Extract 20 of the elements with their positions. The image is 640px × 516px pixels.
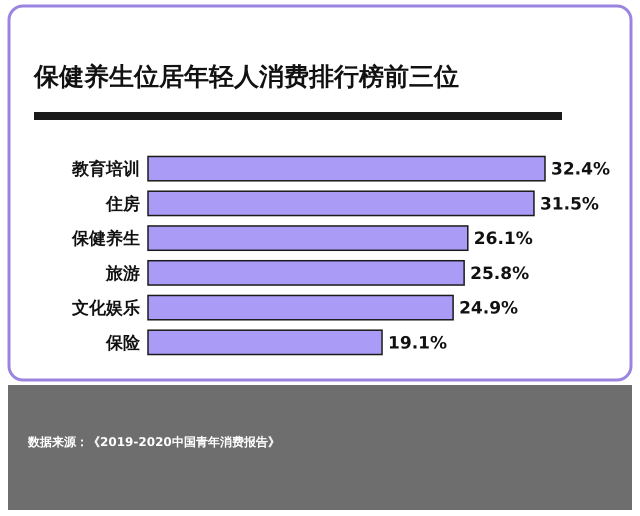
bar: [147, 260, 465, 286]
data-label: 32.4%: [551, 160, 610, 180]
y-tick-label: 教育培训: [71, 158, 140, 180]
bar: [147, 156, 546, 182]
bar: [147, 225, 469, 252]
bar: [147, 190, 535, 216]
y-tick-label: 文化娱乐: [71, 298, 140, 319]
y-tick-label: 保险: [105, 333, 141, 354]
data-label: 24.9%: [459, 298, 518, 319]
data-label: 26.1%: [474, 229, 533, 250]
chart-title: 保健养生位居年轻人消费排行榜前三位: [33, 62, 459, 91]
data-label: 25.8%: [470, 264, 530, 284]
y-tick-label: 住房: [105, 194, 140, 214]
bar: [147, 294, 454, 321]
data-label: 19.1%: [388, 333, 448, 354]
y-tick-label: 保健养生: [71, 229, 140, 250]
data-label: 31.5%: [540, 194, 599, 214]
y-tick-label: 旅游: [105, 264, 140, 284]
source-note: 数据来源：《2019-2020中国青年消费报告》: [27, 435, 280, 449]
bar: [147, 329, 383, 356]
